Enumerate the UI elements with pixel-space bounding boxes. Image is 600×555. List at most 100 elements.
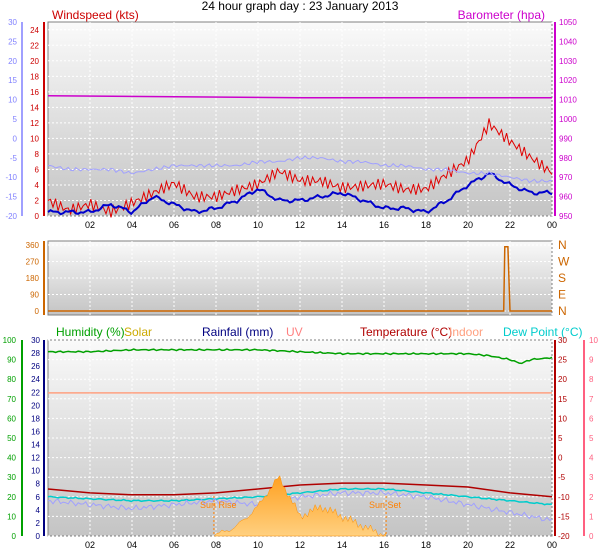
rain-axis-tick: 24 [31,375,40,384]
wind-axis-tick: 22 [30,41,39,50]
uv-axis-tick: 4 [589,454,594,463]
humidity-axis-tick: 10 [7,512,16,521]
rain-axis-tick: 18 [31,414,40,423]
temp-axis-tick: 25 [558,356,567,365]
x-tick-label: 20 [463,220,473,230]
uv-axis-tick: 6 [589,414,594,423]
wind-speed-series [47,118,553,218]
humidity-axis-tick: 80 [7,375,16,384]
temperature-panel: Humidity (%) Solar Rainfall (mm) UV Temp… [3,325,599,550]
humidity-series [47,348,553,365]
wind-baro-panel: Windspeed (kts) Barometer (hpa) 30252015… [5,8,577,230]
rainfall-label: Rainfall (mm) [202,325,273,339]
rain-axis-tick: 4 [36,506,41,515]
direction-axis-tick: 0 [35,307,40,316]
x-tick-label: 12 [295,220,305,230]
dew-point-series [47,487,553,506]
x-tick-label: 22 [505,540,515,550]
humidity-label: Humidity (%) [56,325,125,339]
wind-axis-tick: 14 [30,103,39,112]
x-tick-label: 16 [379,220,389,230]
wind-axis-tick: 0 [35,212,40,221]
rain-axis-tick: 28 [31,349,40,358]
solar-label: Solar [124,325,152,339]
baro-axis-tick: 1030 [559,57,577,66]
temperature-trace-series [47,488,553,522]
rain-axis-tick: 10 [31,467,40,476]
humidity-axis-tick: 40 [7,454,16,463]
x-tick-label: 06 [169,540,179,550]
temp-axis-tick: 30 [558,336,567,345]
x-tick-label: 04 [127,540,137,550]
temp-axis-tick: 30 [8,18,17,27]
compass-tick: N [558,304,567,318]
baro-axis-tick: 950 [559,212,573,221]
direction-axis-tick: 180 [26,274,40,283]
sunset-annotation: Sun Set [369,500,402,510]
rain-axis-tick: 26 [31,362,40,371]
direction-axis-tick: 270 [26,258,40,267]
uv-axis-tick: 1 [589,512,594,521]
x-tick-label: 00 [547,220,557,230]
humidity-axis-tick: 30 [7,473,16,482]
uv-axis-tick: 7 [589,395,594,404]
uv-axis-tick: 10 [589,336,598,345]
compass-tick: S [558,271,566,285]
direction-axis-tick: 90 [30,291,39,300]
temp-axis-tick: 10 [8,96,17,105]
baro-axis-tick: 1000 [559,115,577,124]
x-tick-label: 08 [211,220,221,230]
x-tick-label: 16 [379,540,389,550]
compass-tick: N [558,238,567,252]
temp-axis-tick: -15 [5,193,17,202]
baro-axis-tick: 1050 [559,18,577,27]
temp-axis-tick: -5 [558,473,566,482]
wind-axis-tick: 2 [35,196,40,205]
temp-axis-tick: 20 [558,375,567,384]
solar-series [213,475,386,537]
temp-axis-tick: 15 [558,395,567,404]
wind-axis-tick: 8 [35,150,40,159]
x-tick-label: 06 [169,220,179,230]
temp-axis-tick: 5 [558,434,563,443]
humidity-axis-tick: 60 [7,414,16,423]
wind-axis-tick: 24 [30,26,39,35]
rain-axis-tick: 20 [31,401,40,410]
x-tick-label: 10 [253,220,263,230]
uv-axis-tick: 2 [589,493,594,502]
uv-axis-tick: 5 [589,434,594,443]
rain-axis-tick: 8 [36,480,41,489]
x-tick-label: 14 [337,540,347,550]
baro-axis-tick: 980 [559,154,573,163]
x-tick-label: 22 [505,220,515,230]
baro-axis-tick: 970 [559,173,573,182]
temp-axis-tick: -10 [558,493,570,502]
temp-axis-tick: 25 [8,37,17,46]
rain-axis-tick: 22 [31,388,40,397]
rain-axis-tick: 30 [31,336,40,345]
temperature-trace-series [47,155,553,184]
uv-axis-tick: 3 [589,473,594,482]
barometer-axis-label: Barometer (hpa) [458,8,545,22]
rain-axis-tick: 12 [31,454,40,463]
wind-axis-tick: 4 [35,181,40,190]
wind-axis-tick: 20 [30,57,39,66]
x-tick-label: 08 [211,540,221,550]
uv-axis-tick: 9 [589,356,594,365]
wind-direction-series [48,246,552,312]
chart-title: 24 hour graph day : 23 January 2013 [202,0,399,13]
x-tick-label: 10 [253,540,263,550]
direction-axis-tick: 360 [26,241,40,250]
humidity-axis-tick: 90 [7,356,16,365]
rain-axis-tick: 2 [36,519,41,528]
humidity-axis-tick: 100 [3,336,17,345]
dew-point-label: Dew Point (°C) [503,325,582,339]
rain-axis-tick: 16 [31,427,40,436]
x-tick-label: 18 [421,220,431,230]
temp-axis-tick: -15 [558,512,570,521]
temp-axis-tick: 15 [8,76,17,85]
wind-axis-tick: 16 [30,88,39,97]
humidity-axis-tick: 50 [7,434,16,443]
